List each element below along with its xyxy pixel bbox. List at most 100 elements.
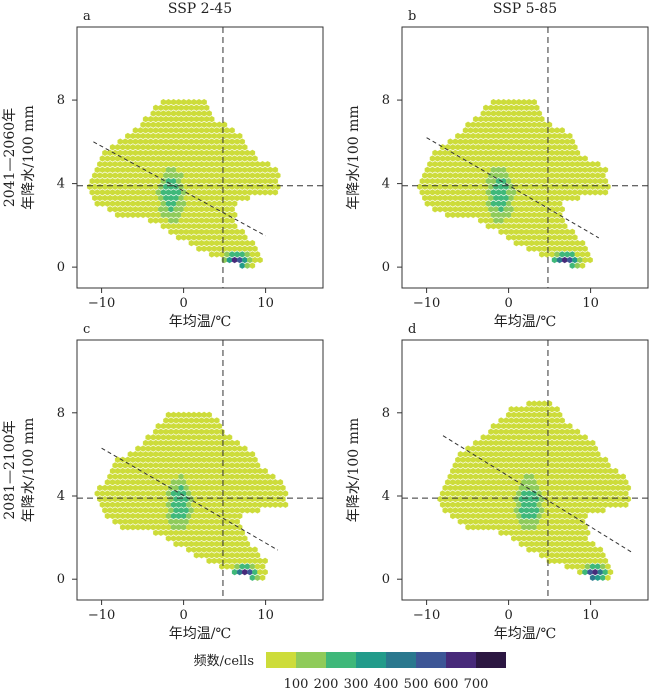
hexbin-cell bbox=[198, 138, 205, 145]
hexbin-cell bbox=[500, 121, 507, 128]
hexbin-cell bbox=[506, 456, 512, 463]
hexbin-cell bbox=[450, 479, 456, 486]
hexbin-cell bbox=[107, 473, 113, 480]
hexbin-cell bbox=[498, 439, 504, 447]
hexbin-cell bbox=[231, 234, 238, 241]
hexbin-cell bbox=[457, 172, 464, 179]
hexbin-cell bbox=[231, 245, 238, 252]
hexbin-cell bbox=[569, 228, 576, 236]
hexbin-cell bbox=[592, 557, 598, 565]
hexbin-cell bbox=[239, 172, 245, 179]
hexbin-cell bbox=[523, 127, 530, 134]
hexbin-cell bbox=[594, 451, 601, 458]
hexbin-cell bbox=[460, 132, 466, 140]
hexbin-cell bbox=[549, 552, 555, 559]
hexbin-cell bbox=[531, 245, 537, 252]
hexbin-cell bbox=[104, 512, 111, 520]
hexbin-cell bbox=[163, 183, 169, 190]
colorbar-swatch bbox=[476, 652, 506, 668]
hexbin-cell bbox=[201, 445, 207, 452]
hexbin-cell bbox=[516, 211, 522, 219]
hexbin-cell bbox=[181, 200, 187, 207]
hexbin-cell bbox=[112, 473, 118, 480]
hexbin-cell bbox=[490, 110, 497, 117]
hexbin-cell bbox=[536, 411, 543, 419]
hexbin-cell bbox=[216, 456, 223, 463]
hexbin-cell bbox=[622, 490, 629, 497]
hexbin-cell bbox=[561, 245, 568, 252]
hexbin-cell bbox=[168, 104, 174, 111]
hexbin-cell bbox=[186, 200, 192, 207]
hexbin-cell bbox=[244, 149, 251, 157]
hexbin-cell bbox=[160, 501, 167, 508]
hexbin-cell bbox=[226, 524, 233, 531]
hexbin-cell bbox=[488, 104, 494, 111]
hexbin-cell bbox=[178, 138, 184, 145]
hexbin-cell bbox=[602, 467, 609, 475]
hexbin-cell bbox=[541, 245, 548, 252]
hexbin-cell bbox=[452, 495, 459, 503]
hexbin-cell bbox=[231, 155, 238, 162]
hexbin-cell bbox=[556, 546, 563, 553]
hexbin-cell bbox=[186, 144, 192, 151]
hexbin-cell bbox=[244, 552, 251, 559]
hexbin-cell bbox=[445, 155, 451, 162]
hexbin-cell bbox=[130, 166, 136, 173]
hexbin-cell bbox=[165, 411, 172, 419]
hexbin-cell bbox=[175, 445, 182, 452]
hexbin-cell bbox=[508, 518, 515, 525]
hexbin-cell bbox=[160, 189, 167, 196]
hexbin-cell bbox=[559, 417, 565, 424]
hexbin-cell bbox=[554, 529, 560, 536]
hexbin-cell bbox=[612, 467, 619, 475]
hexbin-cell bbox=[551, 479, 558, 486]
hexbin-cell bbox=[500, 422, 507, 430]
hexbin-cell bbox=[186, 422, 192, 430]
hexbin-cell bbox=[572, 155, 578, 162]
y-tick-label: 8 bbox=[382, 406, 390, 421]
hexbin-cell bbox=[549, 149, 555, 157]
hexbin-cell bbox=[252, 501, 258, 508]
hexbin-cell bbox=[554, 183, 560, 190]
hexbin-cell bbox=[485, 456, 492, 463]
hexbin-cell bbox=[488, 183, 494, 190]
hexbin-cell bbox=[214, 251, 220, 258]
hexbin-cell bbox=[518, 172, 525, 179]
hexbin-cell bbox=[493, 439, 499, 447]
hexbin-cell bbox=[191, 132, 197, 140]
hexbin-cell bbox=[465, 177, 471, 185]
hexbin-cell bbox=[567, 166, 573, 173]
hexbin-cell bbox=[201, 490, 207, 497]
hexbin-cell bbox=[546, 121, 553, 128]
hexbin-cell bbox=[99, 177, 106, 185]
hexbin-cell bbox=[130, 479, 136, 486]
hexbin-cell bbox=[236, 535, 243, 542]
hexbin-cell bbox=[516, 110, 522, 117]
hexbin-cell bbox=[528, 149, 535, 157]
hexbin-cell bbox=[247, 490, 253, 497]
hexbin-cell bbox=[211, 189, 218, 196]
hexbin-cell bbox=[582, 189, 588, 196]
hexbin-cell bbox=[219, 462, 225, 469]
hexbin-cell bbox=[493, 495, 499, 503]
hexbin-cell bbox=[150, 189, 156, 196]
hexbin-cell bbox=[498, 172, 504, 179]
hexbin-cell bbox=[478, 507, 484, 514]
hexbin-cell bbox=[158, 507, 164, 514]
hexbin-cell bbox=[567, 177, 573, 185]
hexbin-cell bbox=[500, 189, 507, 196]
hexbin-cell bbox=[130, 512, 136, 520]
hexbin-cell bbox=[150, 434, 156, 441]
hexbin-cell bbox=[170, 98, 177, 106]
hexbin-cell bbox=[523, 104, 530, 111]
hexbin-cell bbox=[163, 161, 169, 168]
hexbin-cell bbox=[150, 445, 156, 452]
hexbin-cell bbox=[231, 467, 238, 475]
hexbin-cell bbox=[247, 479, 253, 486]
hexbin-cell bbox=[140, 189, 146, 196]
hexbin-cell bbox=[181, 524, 187, 531]
hexbin-cell bbox=[140, 445, 146, 452]
plot-frame bbox=[401, 339, 649, 601]
hexbin-cell bbox=[485, 200, 492, 207]
hexbin-cell bbox=[97, 495, 103, 503]
